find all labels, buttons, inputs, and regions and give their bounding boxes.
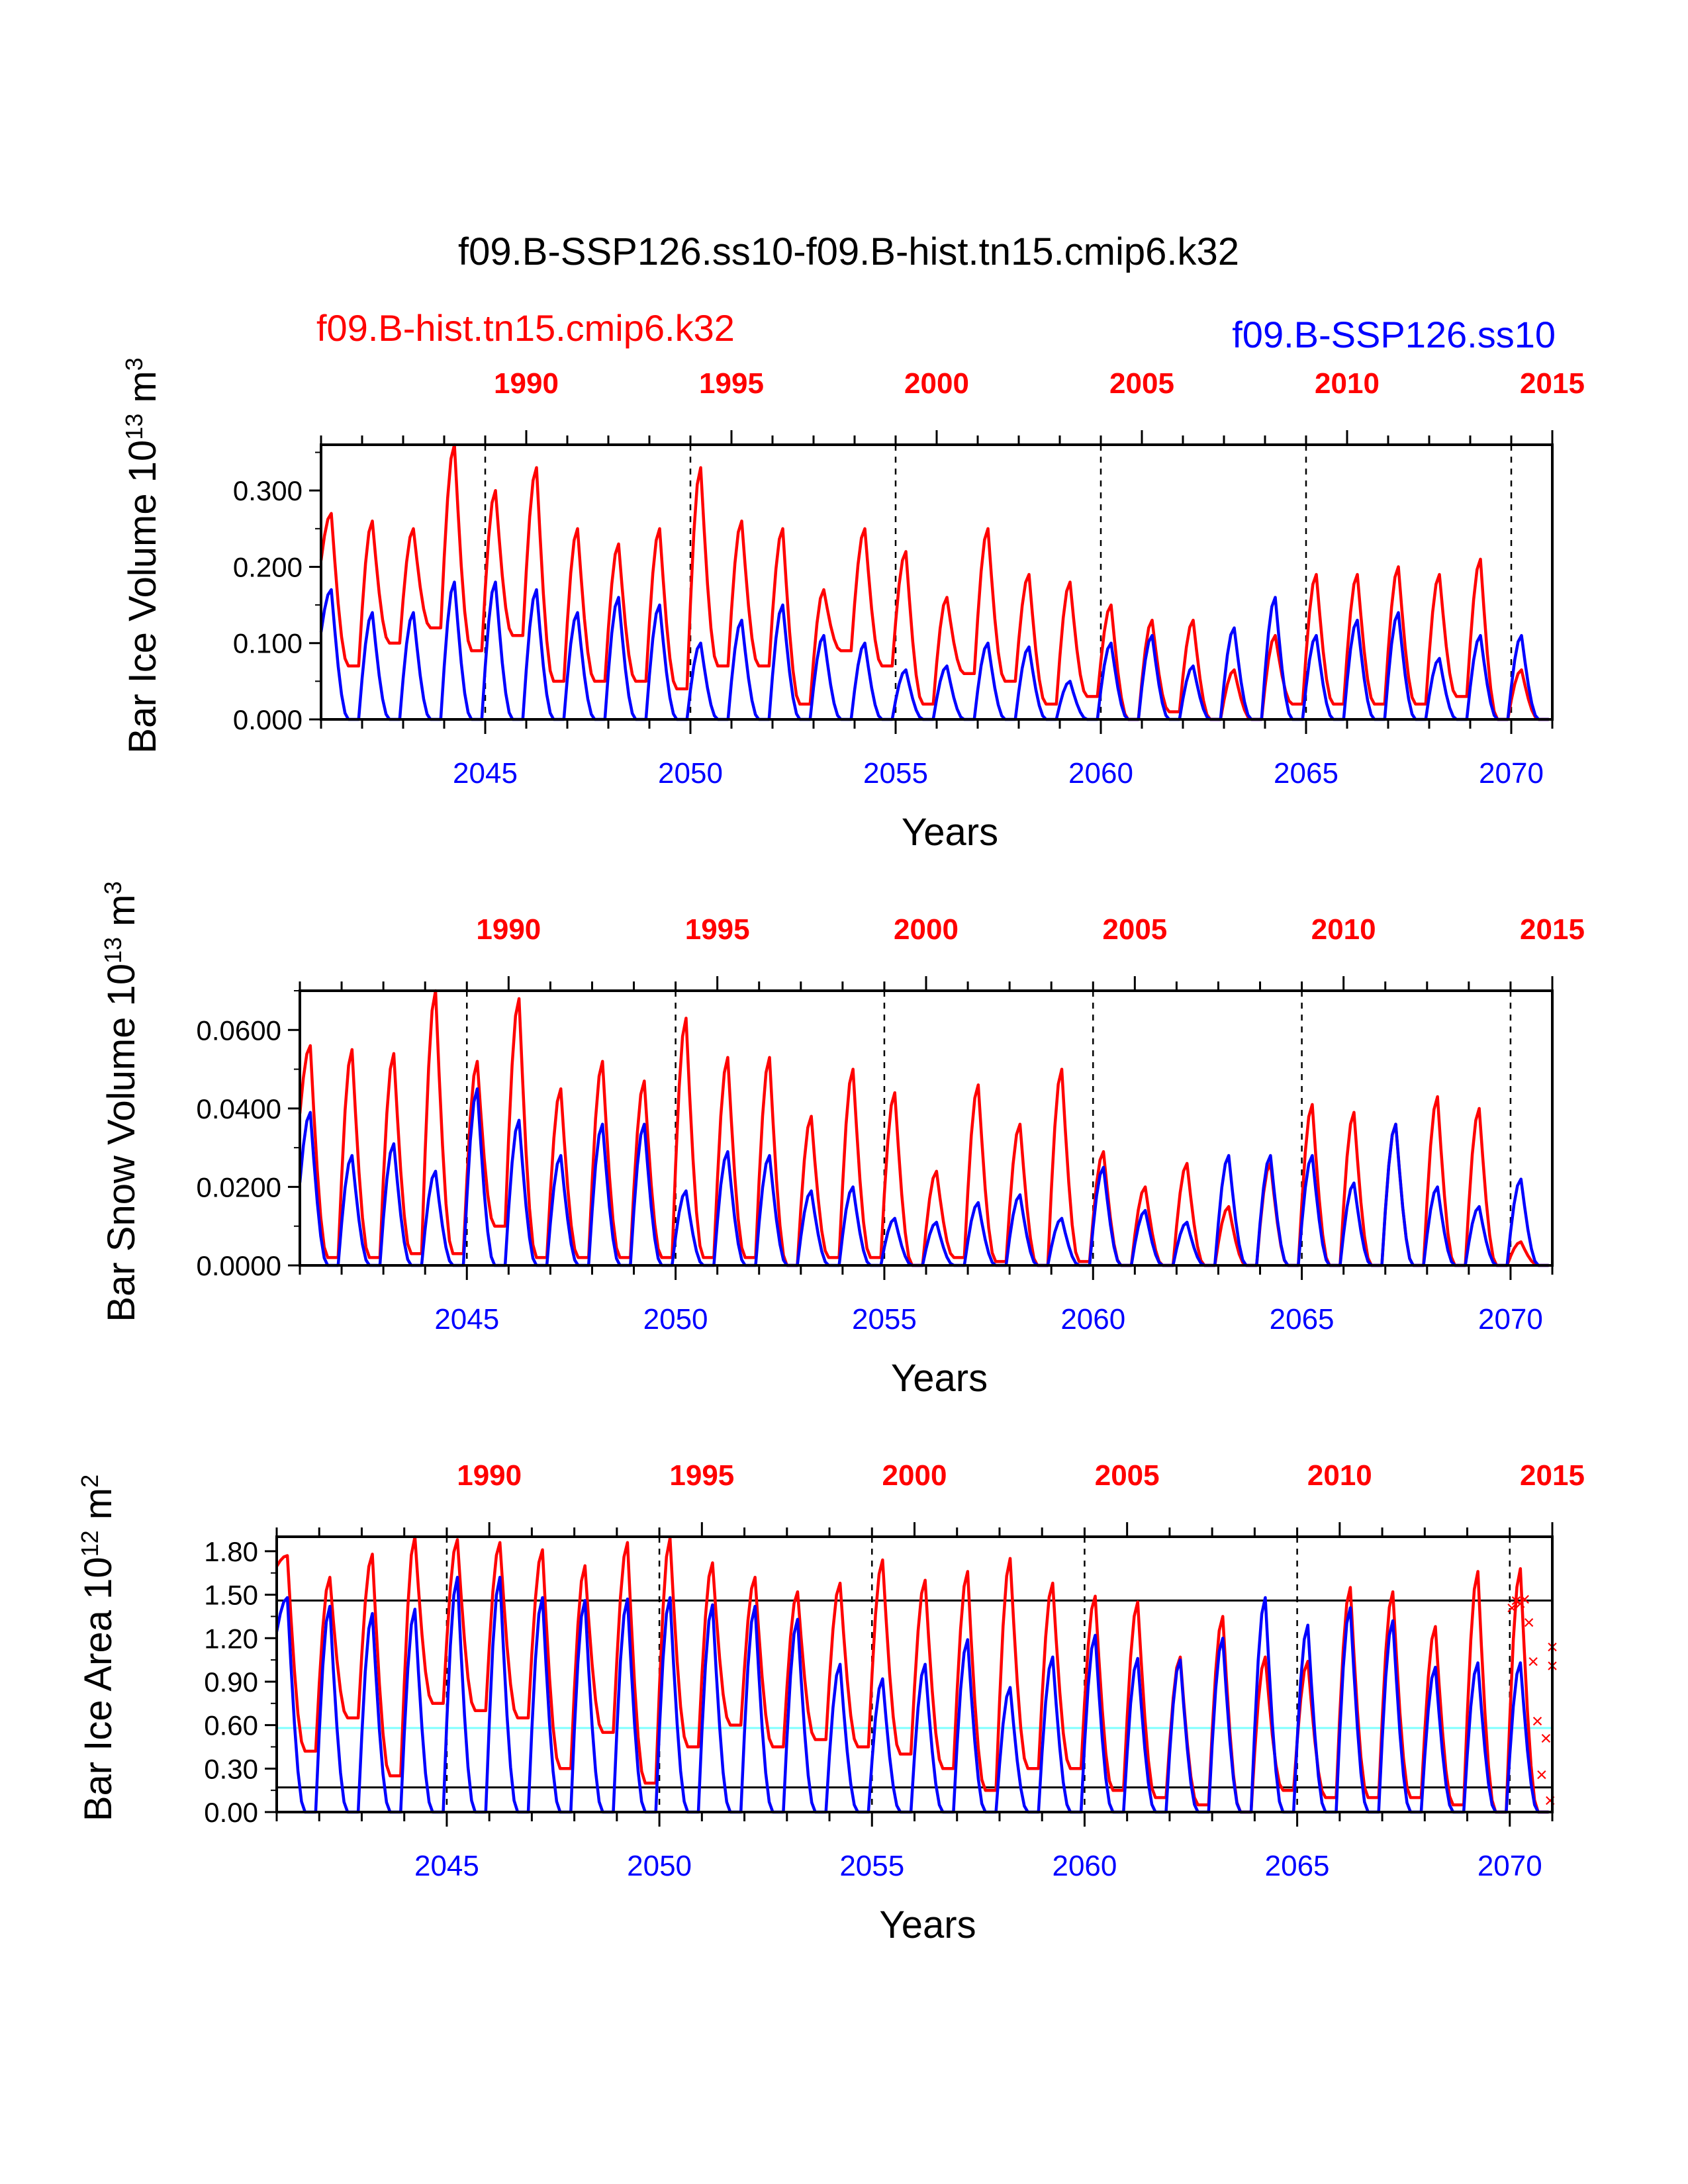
series-ssp-line (298, 1087, 1549, 1267)
top-tick-label: 1995 (685, 913, 750, 946)
y-tick-label: 0.000 (233, 704, 303, 735)
y-axis-title-main: Bar Snow Volume 10 (100, 964, 143, 1322)
data-marker-8: × (1536, 1764, 1548, 1786)
data-marker-3: × (1515, 1593, 1526, 1615)
series-hist-line (319, 443, 1549, 721)
x-tick-label: 2050 (643, 1303, 708, 1336)
chart-panel-3: ××××××××××××0.000.300.600.901.201.501.80… (76, 1459, 1585, 1946)
y-axis-title-unit-exponent: 3 (99, 881, 126, 894)
top-tick-label: 2005 (1102, 913, 1167, 946)
y-tick-label: 0.300 (233, 475, 303, 506)
x-tick-label: 2050 (658, 757, 723, 790)
top-tick-label: 2015 (1520, 1459, 1585, 1492)
y-tick-label: 0.0400 (197, 1093, 281, 1124)
x-tick-label: 2065 (1265, 1850, 1330, 1882)
y-tick-label: 0.100 (233, 628, 303, 659)
y-tick-label: 1.20 (204, 1623, 258, 1654)
y-tick-label: 1.50 (204, 1580, 258, 1611)
top-tick-label: 2000 (894, 913, 959, 946)
x-tick-label: 2050 (627, 1850, 692, 1882)
x-tick-label: 2045 (434, 1303, 499, 1336)
top-tick-label: 2010 (1315, 367, 1380, 400)
y-axis-title: Bar Ice Volume 1013 m3 (120, 357, 165, 753)
top-tick-label: 2005 (1109, 367, 1174, 400)
figure-title: f09.B-SSP126.ss10-f09.B-hist.tn15.cmip6.… (458, 230, 1239, 273)
x-tick-label: 2065 (1270, 1303, 1335, 1336)
data-marker-10: × (1544, 1790, 1556, 1812)
chart-panel-2: 0.0000 0.0200 0.0400 0.0600 2045 2050 2055 2060… (99, 881, 1585, 1400)
y-axis-title-exponent: 13 (120, 414, 148, 440)
y-axis-title-unit-exponent: 2 (76, 1475, 103, 1488)
x-axis-title: Years (879, 1903, 976, 1946)
y-axis-title-unit: m (100, 894, 143, 936)
top-tick-label: 2005 (1095, 1459, 1160, 1492)
data-marker-1: × (1506, 1597, 1518, 1619)
x-tick-label: 2065 (1274, 757, 1338, 790)
data-marker-4: × (1519, 1588, 1530, 1610)
top-tick-label: 1995 (699, 367, 764, 400)
x-tick-label: 2070 (1479, 757, 1544, 790)
legend-hist-label: f09.B-hist.tn15.cmip6.k32 (316, 307, 735, 349)
y-tick-label: 0.200 (233, 551, 303, 582)
y-axis-title-unit: m (121, 371, 164, 413)
x-axis-title: Years (902, 811, 998, 854)
y-axis-title: Bar Ice Area 1012 m2 (76, 1475, 120, 1821)
y-axis-title: Bar Snow Volume 1013 m3 (99, 881, 144, 1322)
top-tick-label: 1990 (494, 367, 559, 400)
data-marker-5: × (1523, 1612, 1535, 1633)
y-axis-title-unit: m (77, 1488, 120, 1530)
x-tick-label: 2045 (414, 1850, 479, 1882)
y-tick-label: 0.30 (204, 1753, 258, 1784)
chart-panels: 0.000 0.100 0.200 0.300 2045 2050 2055 2060 2065… (76, 357, 1585, 1946)
x-axis-title: Years (891, 1357, 988, 1400)
series-ssp-line (319, 580, 1549, 721)
y-axis-title-unit-exponent: 3 (120, 357, 148, 371)
y-tick-label: 0.0600 (197, 1015, 281, 1046)
data-marker-2: × (1511, 1590, 1523, 1612)
top-tick-label: 2010 (1307, 1459, 1372, 1492)
y-tick-label: 0.00 (204, 1797, 258, 1828)
top-tick-label: 1995 (669, 1459, 734, 1492)
data-marker-6: × (1527, 1651, 1539, 1672)
y-tick-label: 0.0000 (197, 1250, 281, 1281)
x-tick-label: 2070 (1478, 1303, 1543, 1336)
series-ssp-line (275, 1576, 1549, 1814)
data-marker-7: × (1532, 1710, 1544, 1732)
data-marker-9: × (1540, 1728, 1552, 1750)
y-tick-label: 0.60 (204, 1710, 258, 1741)
top-tick-label: 1990 (457, 1459, 522, 1492)
top-tick-label: 2000 (882, 1459, 947, 1492)
top-tick-label: 2000 (904, 367, 969, 400)
y-axis-title-main: Bar Ice Volume 10 (121, 440, 164, 754)
x-tick-label: 2070 (1477, 1850, 1542, 1882)
x-tick-label: 2055 (863, 757, 928, 790)
top-tick-label: 2015 (1520, 913, 1585, 946)
y-tick-label: 1.80 (204, 1536, 258, 1567)
top-tick-label: 1990 (476, 913, 541, 946)
y-tick-label: 0.90 (204, 1666, 258, 1698)
x-tick-label: 2060 (1052, 1850, 1117, 1882)
y-axis-title-main: Bar Ice Area 10 (77, 1557, 120, 1821)
chart-panel-1: 0.000 0.100 0.200 0.300 2045 2050 2055 2060 2065… (120, 357, 1585, 854)
top-tick-label: 2010 (1311, 913, 1376, 946)
x-tick-label: 2055 (852, 1303, 917, 1336)
y-axis-title-exponent: 12 (76, 1530, 103, 1557)
y-axis-title-exponent: 13 (99, 937, 126, 964)
top-tick-label: 2015 (1520, 367, 1585, 400)
x-tick-label: 2055 (839, 1850, 904, 1882)
legend-ssp-label: f09.B-SSP126.ss10 (1232, 314, 1556, 355)
x-tick-label: 2060 (1068, 757, 1133, 790)
y-tick-label: 0.0200 (197, 1171, 281, 1203)
x-tick-label: 2060 (1060, 1303, 1125, 1336)
x-tick-label: 2045 (453, 757, 518, 790)
